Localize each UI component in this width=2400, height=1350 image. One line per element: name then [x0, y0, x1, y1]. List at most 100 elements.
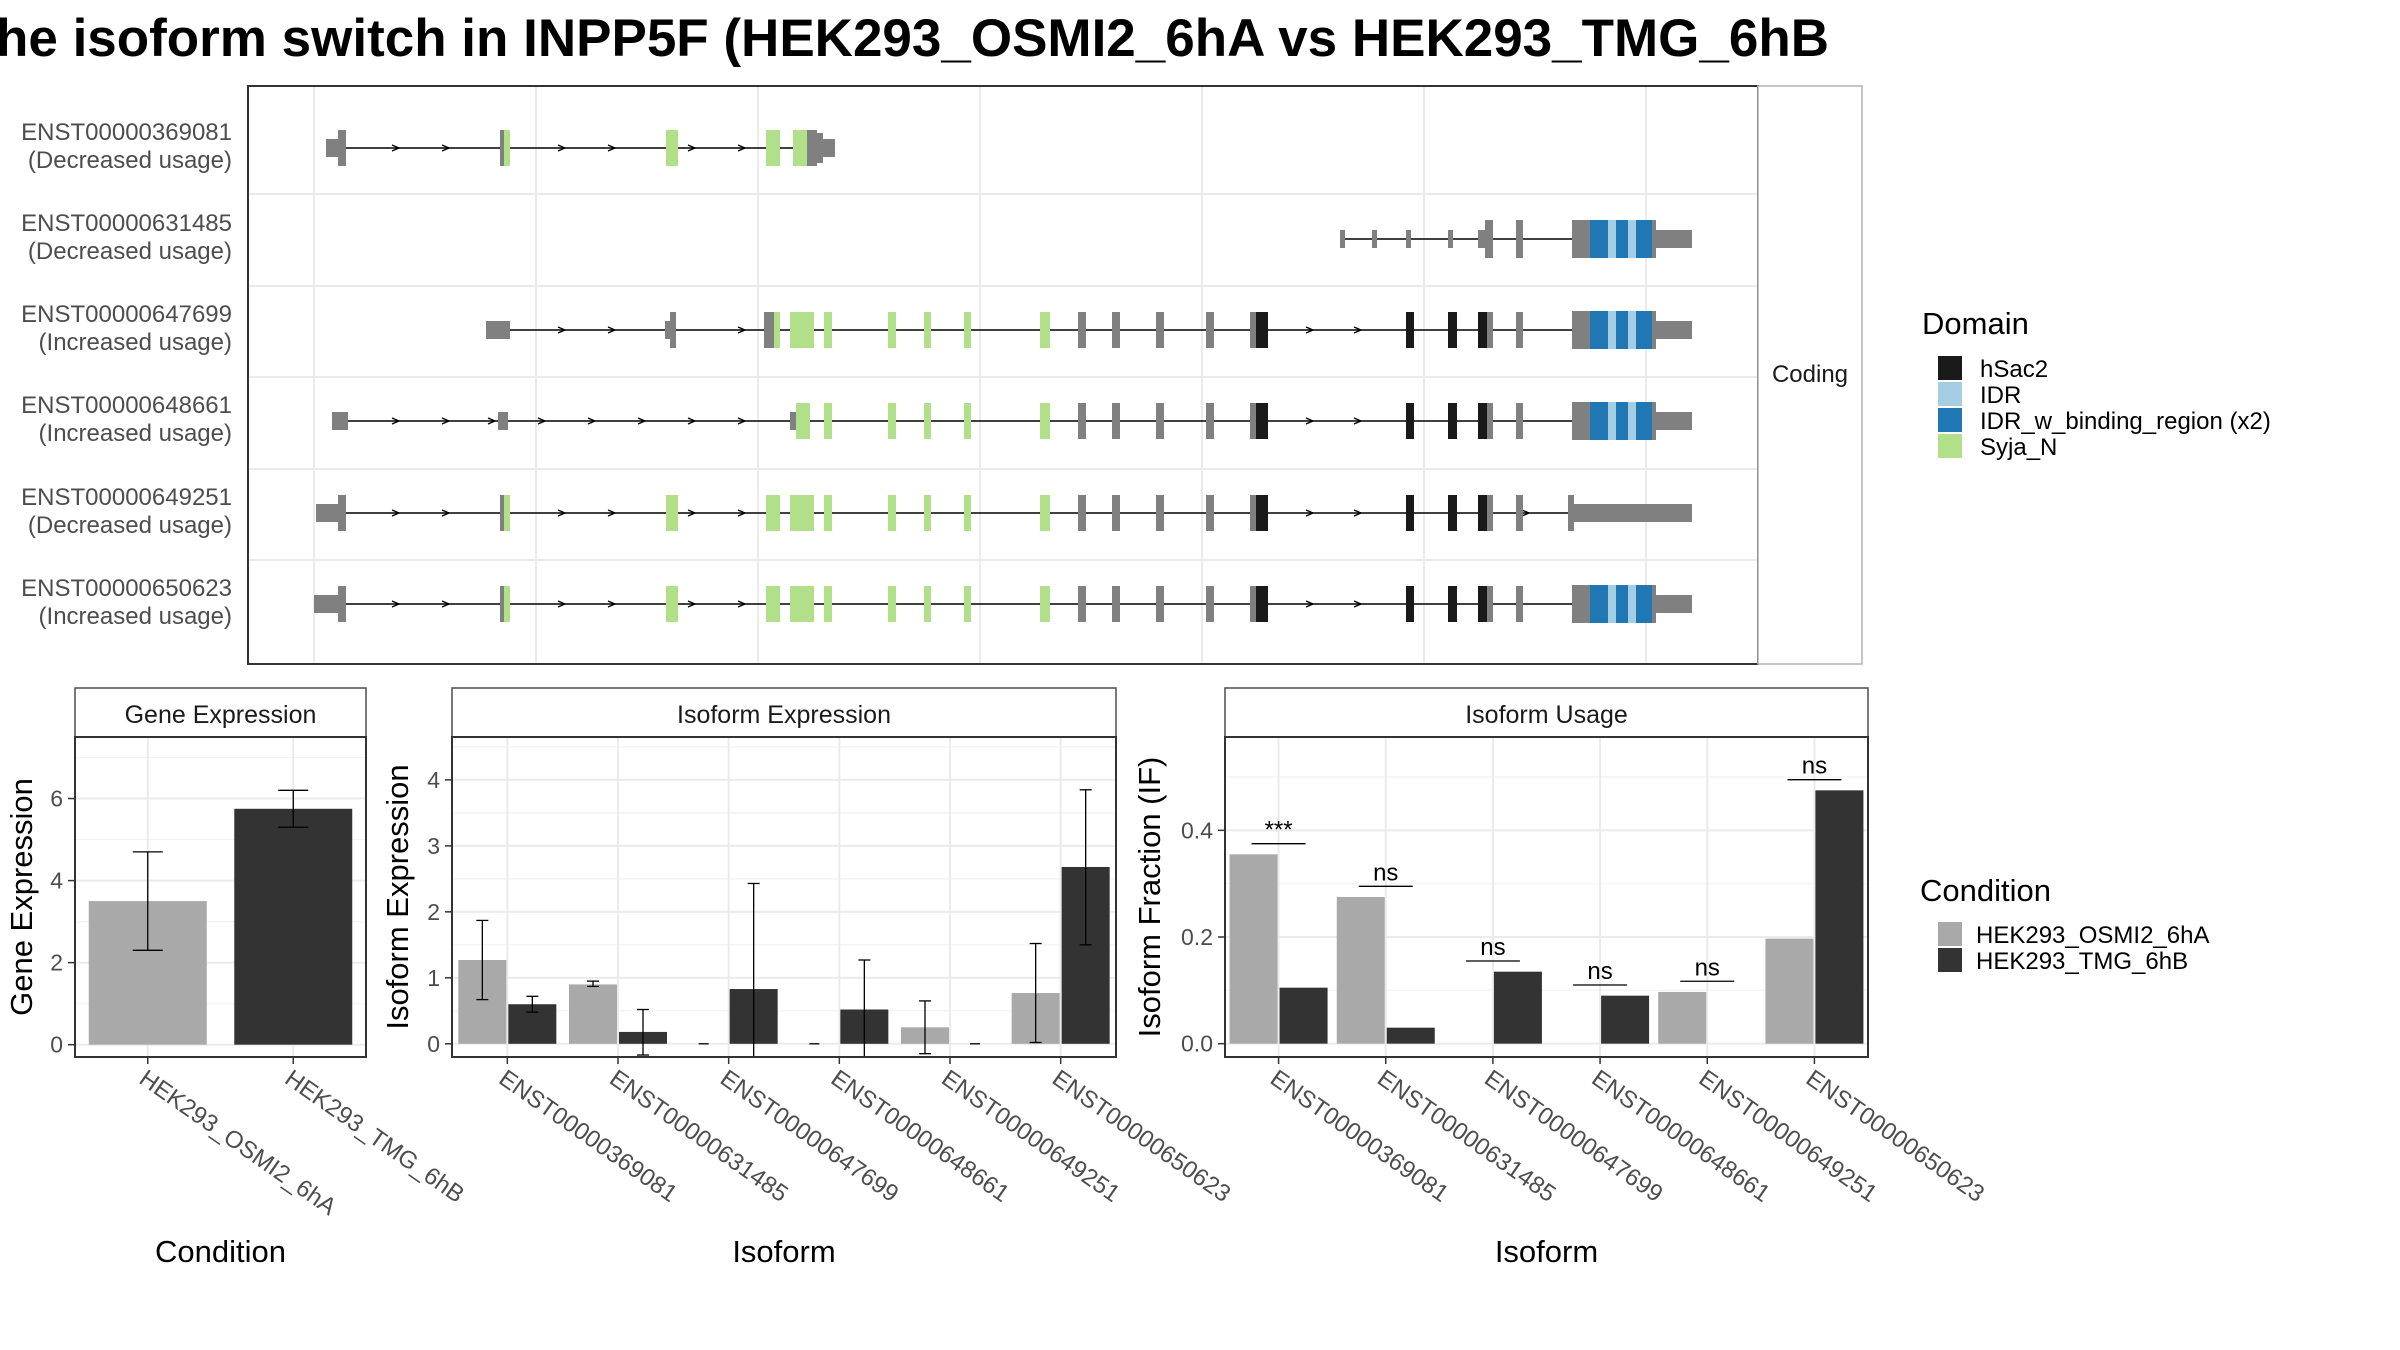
y-tick-label: 0.0 [1181, 1031, 1213, 1057]
exon-block [1078, 586, 1086, 622]
y-tick-label: 0.2 [1181, 924, 1213, 950]
x-tick-label: ENST00000649251 [1694, 1065, 1882, 1208]
x-tick-label: ENST00000648661 [826, 1065, 1014, 1208]
structure-panel-background [247, 85, 1759, 665]
exon-block [314, 595, 342, 613]
exon-block [486, 321, 510, 339]
strand-arrow [687, 600, 697, 608]
strand-arrow [687, 144, 697, 152]
strand-arrow [737, 509, 747, 517]
y-tick-label: 0.4 [1181, 817, 1213, 843]
panel-title: Isoform Usage [1465, 701, 1628, 729]
exon-block [1616, 585, 1628, 623]
strand-arrow [537, 417, 547, 425]
domain-legend-title: Domain [1922, 306, 2029, 341]
legend-key-condition [1938, 922, 1962, 946]
exon-block [1040, 403, 1050, 439]
strand-arrow [1305, 417, 1315, 425]
strand-arrow [737, 600, 747, 608]
strand-arrow [441, 417, 451, 425]
exon-block [1636, 585, 1652, 623]
structure-transcripts [314, 130, 1692, 623]
exon-block [1112, 586, 1120, 622]
exon-block [1478, 230, 1485, 248]
exon-block [1636, 402, 1652, 440]
bar [234, 808, 353, 1045]
strand-arrow [737, 144, 747, 152]
strand-arrow [391, 509, 401, 517]
exon-block [1656, 230, 1692, 248]
bar [1229, 854, 1278, 1044]
exon-block [1206, 312, 1214, 348]
significance-label: *** [1265, 817, 1293, 844]
bar [1765, 938, 1814, 1044]
panel-title: Isoform Expression [677, 701, 891, 729]
strand-arrow [391, 417, 401, 425]
plot-border [451, 736, 1117, 1058]
exon-block [1250, 495, 1258, 531]
transcript-usage-label: (Increased usage) [39, 329, 232, 356]
exon-block [1487, 495, 1493, 531]
exon-block [1628, 402, 1636, 440]
strand-arrow [687, 417, 697, 425]
exon-block [1372, 230, 1377, 248]
legend-key-hsac2 [1938, 356, 1962, 380]
transcript-row [326, 130, 835, 166]
exon-block [1590, 220, 1608, 258]
exon-block [500, 586, 506, 622]
exon-block [1652, 220, 1656, 258]
exon-block [1656, 321, 1692, 339]
bar [1279, 987, 1328, 1044]
exon-block [1256, 312, 1268, 348]
exon-block [338, 586, 346, 622]
exon-block [1406, 230, 1411, 248]
exon-block [1656, 412, 1692, 430]
coding-strip-label: Coding [1772, 361, 1848, 388]
exon-block [1652, 585, 1656, 623]
strand-arrow [607, 326, 617, 334]
bar [569, 984, 617, 1044]
exon-block [1487, 312, 1493, 348]
strand-arrow [687, 509, 697, 517]
exon-block [1112, 403, 1120, 439]
y-tick-label: 4 [427, 767, 440, 793]
strand-arrow [607, 509, 617, 517]
transcript-id-label: ENST00000631485 [21, 210, 232, 237]
x-tick-label: ENST00000649251 [937, 1065, 1125, 1208]
exon-block [1078, 495, 1086, 531]
transcript-id-label: ENST00000648661 [21, 392, 232, 419]
exon-block [1608, 585, 1616, 623]
exon-block [1656, 595, 1692, 613]
exon-block [1516, 220, 1523, 258]
exon-block [665, 321, 673, 339]
exon-block [1478, 586, 1487, 622]
exon-block [888, 586, 896, 622]
exon-block [766, 586, 780, 622]
strand-arrow [587, 417, 597, 425]
exon-block [924, 312, 931, 348]
significance-label: ns [1587, 958, 1612, 985]
exon-block [924, 495, 931, 531]
strand-arrow [1521, 509, 1531, 517]
x-axis-title: Isoform [1495, 1234, 1598, 1269]
x-tick-label: ENST00000650623 [1801, 1065, 1989, 1208]
exon-block [1628, 585, 1636, 623]
exon-block [1487, 403, 1493, 439]
legend-label: hSac2 [1980, 356, 2048, 383]
exon-block [824, 403, 832, 439]
x-tick-label: ENST00000369081 [1265, 1065, 1453, 1208]
transcript-structure-panel: ENST00000369081(Decreased usage)ENST0000… [21, 85, 1863, 665]
exon-block [326, 139, 338, 157]
exon-block [1448, 403, 1457, 439]
exon-block [1156, 312, 1164, 348]
y-tick-label: 2 [427, 899, 440, 925]
panel-title: Gene Expression [125, 701, 317, 729]
transcript-usage-label: (Decreased usage) [28, 238, 232, 265]
y-tick-label: 3 [427, 833, 440, 859]
exon-block [1478, 495, 1487, 531]
strand-arrow [1305, 326, 1315, 334]
exon-block [1590, 311, 1608, 349]
exon-block [888, 403, 896, 439]
exon-block [964, 495, 971, 531]
